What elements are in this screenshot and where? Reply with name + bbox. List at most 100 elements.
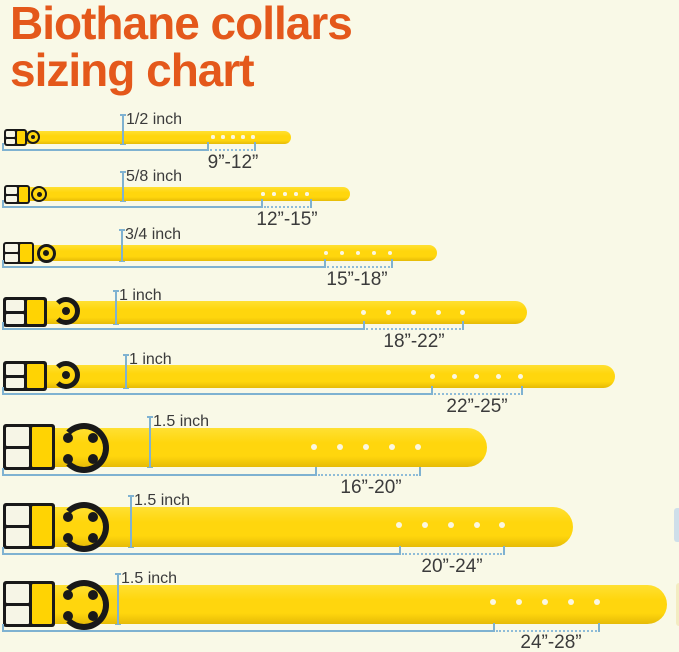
bracket-tick (315, 467, 317, 476)
bracket-tick (462, 321, 464, 330)
width-label: 1.5 inch (121, 570, 178, 587)
width-measure-cap (122, 354, 129, 356)
collar-strap (4, 187, 350, 201)
range-label: 22”-25” (446, 396, 508, 417)
bracket-tick (324, 259, 326, 268)
rivet-icon (88, 454, 98, 464)
bracket-tick (2, 624, 4, 632)
bracket-tick (2, 547, 4, 555)
collar-strap (4, 245, 437, 261)
keeper-pin-icon (62, 307, 70, 315)
keeper-pin-icon (36, 191, 42, 197)
width-measure-line (149, 416, 151, 468)
strap-hole-icon (360, 309, 366, 315)
bracket-tick (254, 142, 256, 151)
strap-hole-icon (429, 373, 435, 379)
width-measure-cap (112, 323, 119, 325)
strap-hole-icon (396, 522, 402, 528)
rivet-icon (63, 590, 73, 600)
bracket-tick (2, 322, 4, 330)
width-measure-line (130, 495, 132, 548)
strap-hole-icon (324, 251, 328, 255)
bracket-tick (598, 623, 600, 632)
strap-hole-icon (294, 192, 298, 196)
range-label: 18”-22” (383, 331, 445, 352)
width-measure-line (117, 573, 119, 625)
bracket-line-dotted (264, 205, 309, 208)
strap-hole-icon (231, 135, 235, 139)
bracket-line-solid (2, 630, 493, 632)
bracket-line-solid (2, 474, 315, 476)
width-measure-cap (119, 200, 126, 202)
width-measure-cap (114, 573, 121, 575)
strap-hole-icon (372, 251, 376, 255)
collar-strap (4, 365, 615, 388)
strap-hole-icon (568, 599, 574, 605)
bracket-tick (493, 623, 495, 632)
rivet-icon (63, 454, 73, 464)
strap-hole-icon (473, 373, 479, 379)
bracket-tick (521, 386, 523, 395)
buckle-frame-icon (4, 185, 30, 204)
d-ring-icon (59, 580, 109, 630)
keeper-ring-icon (52, 297, 80, 325)
width-measure-cap (119, 171, 126, 173)
rivet-icon (63, 512, 73, 522)
d-ring-icon (59, 423, 109, 473)
d-ring-icon (59, 502, 109, 552)
buckle-frame-icon (3, 361, 47, 391)
width-label: 1 inch (129, 351, 172, 368)
bracket-line-dotted (434, 392, 520, 395)
rivet-icon (88, 590, 98, 600)
range-label: 12”-15” (256, 209, 318, 230)
width-label: 1/2 inch (126, 111, 183, 128)
bracket-tick (503, 546, 505, 555)
strap-hole-icon (495, 373, 501, 379)
bracket-line-solid (2, 553, 399, 555)
strap-hole-icon (410, 309, 416, 315)
bracket-line-solid (2, 328, 363, 330)
edge-fragment (674, 508, 679, 542)
strap-hole-icon (435, 309, 441, 315)
bracket-line-solid (2, 206, 261, 208)
collar-strap (4, 131, 291, 144)
bracket-line-dotted (210, 148, 253, 151)
bracket-tick (419, 467, 421, 476)
width-measure-line (125, 354, 127, 389)
bracket-tick (391, 259, 393, 268)
bracket-tick (2, 143, 4, 151)
width-label: 1.5 inch (153, 413, 210, 430)
bracket-tick (2, 387, 4, 395)
strap-hole-icon (389, 444, 395, 450)
bracket-tick (431, 386, 433, 395)
rivet-icon (63, 433, 73, 443)
width-measure-cap (119, 114, 126, 116)
width-measure-line (122, 171, 124, 202)
strap-hole-icon (388, 251, 392, 255)
strap-hole-icon (272, 192, 276, 196)
range-label: 16”-20” (340, 477, 402, 498)
range-label: 9”-12” (207, 152, 259, 173)
collar-strap (4, 585, 667, 624)
strap-hole-icon (211, 135, 215, 139)
bracket-line-solid (2, 393, 431, 395)
strap-hole-icon (340, 251, 344, 255)
collar-strap (4, 301, 527, 324)
width-measure-line (121, 229, 123, 262)
bracket-tick (2, 468, 4, 476)
keeper-pin-icon (43, 250, 49, 256)
rivet-icon (88, 433, 98, 443)
range-label: 20”-24” (421, 556, 483, 577)
bracket-tick (261, 199, 263, 208)
width-measure-cap (119, 143, 126, 145)
strap-hole-icon (415, 444, 421, 450)
bracket-tick (2, 260, 4, 268)
bracket-tick (2, 200, 4, 208)
